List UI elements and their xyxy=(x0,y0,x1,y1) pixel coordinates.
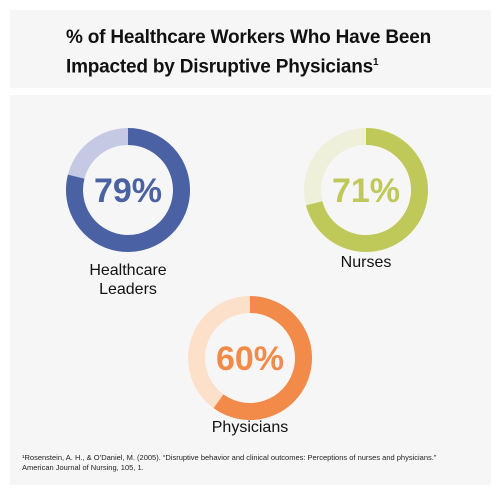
title: % of Healthcare Workers Who Have Been Im… xyxy=(66,27,431,78)
header-panel xyxy=(10,10,491,88)
donut-label: Physicians xyxy=(211,419,289,436)
donut-chart: 60% xyxy=(188,296,312,420)
donut-chart: 79% xyxy=(66,128,190,252)
donut-arc xyxy=(305,128,428,252)
value-label: 71% xyxy=(332,172,400,210)
donut-arc xyxy=(66,128,190,252)
value-label: 60% xyxy=(216,340,284,378)
donut-arc xyxy=(213,296,312,420)
value-label: 79% xyxy=(94,172,162,210)
title-note: 1 xyxy=(373,57,379,68)
donut-label: Nurses xyxy=(340,254,392,271)
donut-chart: 71% xyxy=(304,128,428,252)
donut-label: Healthcare Leaders xyxy=(89,262,167,298)
footnote: ¹Rosenstein, A. H., & O’Daniel, M. (2005… xyxy=(22,453,437,472)
